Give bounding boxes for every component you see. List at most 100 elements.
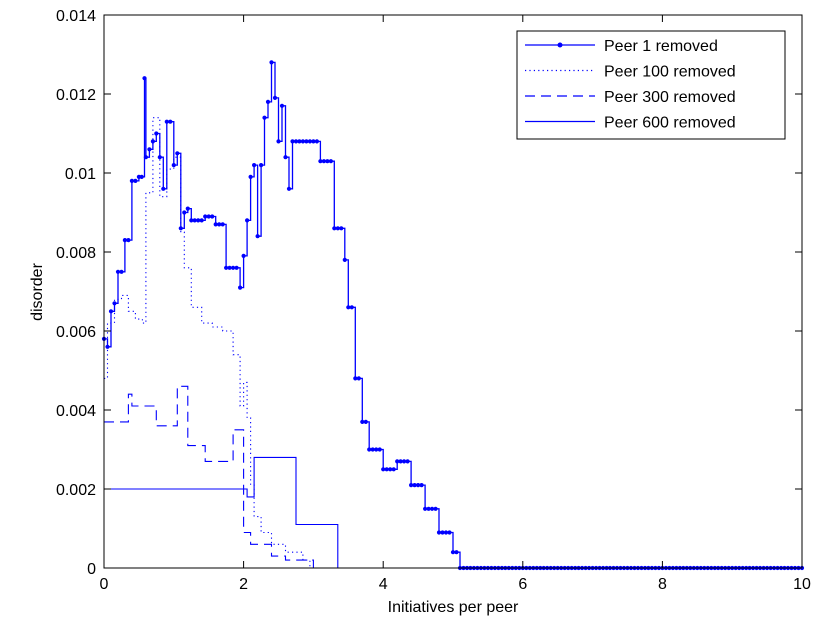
- series-point: [126, 238, 131, 243]
- series-line: [104, 456, 339, 568]
- series-line: [104, 117, 311, 568]
- legend-marker: [557, 42, 563, 48]
- series-point: [206, 214, 211, 219]
- series-point: [199, 218, 204, 223]
- series-point: [196, 218, 201, 223]
- series-point: [283, 155, 288, 160]
- legend: Peer 1 removed Peer 100 removed Peer 300 r…: [516, 30, 786, 140]
- series-4: [104, 456, 339, 568]
- series-point: [178, 226, 183, 231]
- series-point: [182, 210, 187, 215]
- series-point: [325, 159, 330, 164]
- series-point: [395, 459, 400, 464]
- series-point: [213, 222, 218, 227]
- series-point: [377, 447, 382, 452]
- series-point: [133, 178, 138, 183]
- series-3: [104, 385, 314, 568]
- series-point: [217, 222, 222, 227]
- series-point: [346, 305, 351, 310]
- series-point: [321, 159, 326, 164]
- legend-label: Peer 1 removed: [604, 38, 718, 55]
- series-point: [210, 214, 215, 219]
- series-point: [339, 226, 344, 231]
- y-tick-label: 0.004: [56, 403, 96, 420]
- legend-label: Peer 300 removed: [604, 89, 736, 106]
- x-tick-label: 4: [379, 576, 388, 593]
- series-point: [276, 139, 281, 144]
- plot-frame: [103, 14, 803, 569]
- series-point: [164, 119, 169, 124]
- series-point: [363, 419, 368, 424]
- series-point: [150, 139, 155, 144]
- series-point: [279, 103, 285, 108]
- series-point: [269, 60, 274, 65]
- y-tick-label: 0.008: [56, 245, 96, 262]
- series-point: [416, 483, 421, 488]
- series-point: [304, 139, 309, 144]
- series-point: [332, 226, 337, 231]
- series-point: [248, 174, 253, 179]
- series-point: [381, 467, 386, 472]
- series-point: [374, 447, 379, 452]
- y-tick-label: 0.012: [56, 87, 96, 104]
- series-point: [262, 115, 267, 120]
- series-point: [286, 186, 292, 191]
- series-point: [370, 447, 375, 452]
- series-point: [335, 226, 340, 231]
- series-point: [227, 265, 232, 270]
- series-point: [241, 253, 246, 258]
- series-point: [245, 218, 250, 223]
- plot-area: [101, 60, 805, 571]
- series-point: [147, 147, 152, 152]
- series-point: [342, 257, 347, 262]
- series-point: [129, 178, 134, 183]
- series-point: [272, 95, 278, 100]
- series-point: [311, 139, 316, 144]
- series-point: [433, 506, 438, 511]
- series-point: [314, 139, 319, 144]
- series-point: [161, 186, 166, 191]
- series-point: [423, 506, 428, 511]
- series-point: [300, 139, 305, 144]
- series-point: [353, 376, 358, 381]
- series-point: [443, 530, 449, 535]
- series-point: [405, 459, 410, 464]
- series-point: [139, 174, 144, 179]
- x-tick-label: 10: [793, 576, 811, 593]
- series-point: [293, 139, 299, 144]
- series-point: [419, 483, 424, 488]
- series-point: [391, 467, 396, 472]
- series-point: [398, 459, 403, 464]
- x-axis-label: Initiatives per peer: [388, 599, 519, 616]
- series-point: [122, 238, 127, 243]
- series-point: [255, 234, 260, 239]
- y-tick-label: 0.002: [56, 482, 96, 499]
- y-tick-label: 0.014: [56, 8, 96, 25]
- series-line: [104, 385, 314, 568]
- series-2: [104, 117, 311, 568]
- series-point: [360, 419, 365, 424]
- series-point: [454, 550, 459, 555]
- y-axis-label: disorder: [29, 262, 46, 320]
- y-tick-label: 0.01: [65, 166, 96, 183]
- series-point: [265, 99, 271, 104]
- series-point: [157, 155, 162, 160]
- series-point: [189, 218, 194, 223]
- series-point: [384, 467, 389, 472]
- x-tick-label: 6: [518, 576, 527, 593]
- series-point: [238, 285, 243, 290]
- series-point: [318, 159, 323, 164]
- x-tick-label: 2: [239, 576, 248, 593]
- y-tick-label: 0.006: [56, 324, 96, 341]
- series-point: [119, 269, 124, 274]
- series-point: [108, 309, 114, 314]
- series-point: [105, 344, 110, 349]
- series-point: [142, 76, 147, 81]
- series-point: [234, 265, 239, 270]
- series-point: [412, 483, 417, 488]
- axes: 0 2 4 6 8 10 0 0.002 0.004 0.006 0.008 0.01 0.012 0.0…: [56, 8, 811, 593]
- series-point: [402, 459, 407, 464]
- series-point: [388, 467, 393, 472]
- series-point: [175, 151, 180, 156]
